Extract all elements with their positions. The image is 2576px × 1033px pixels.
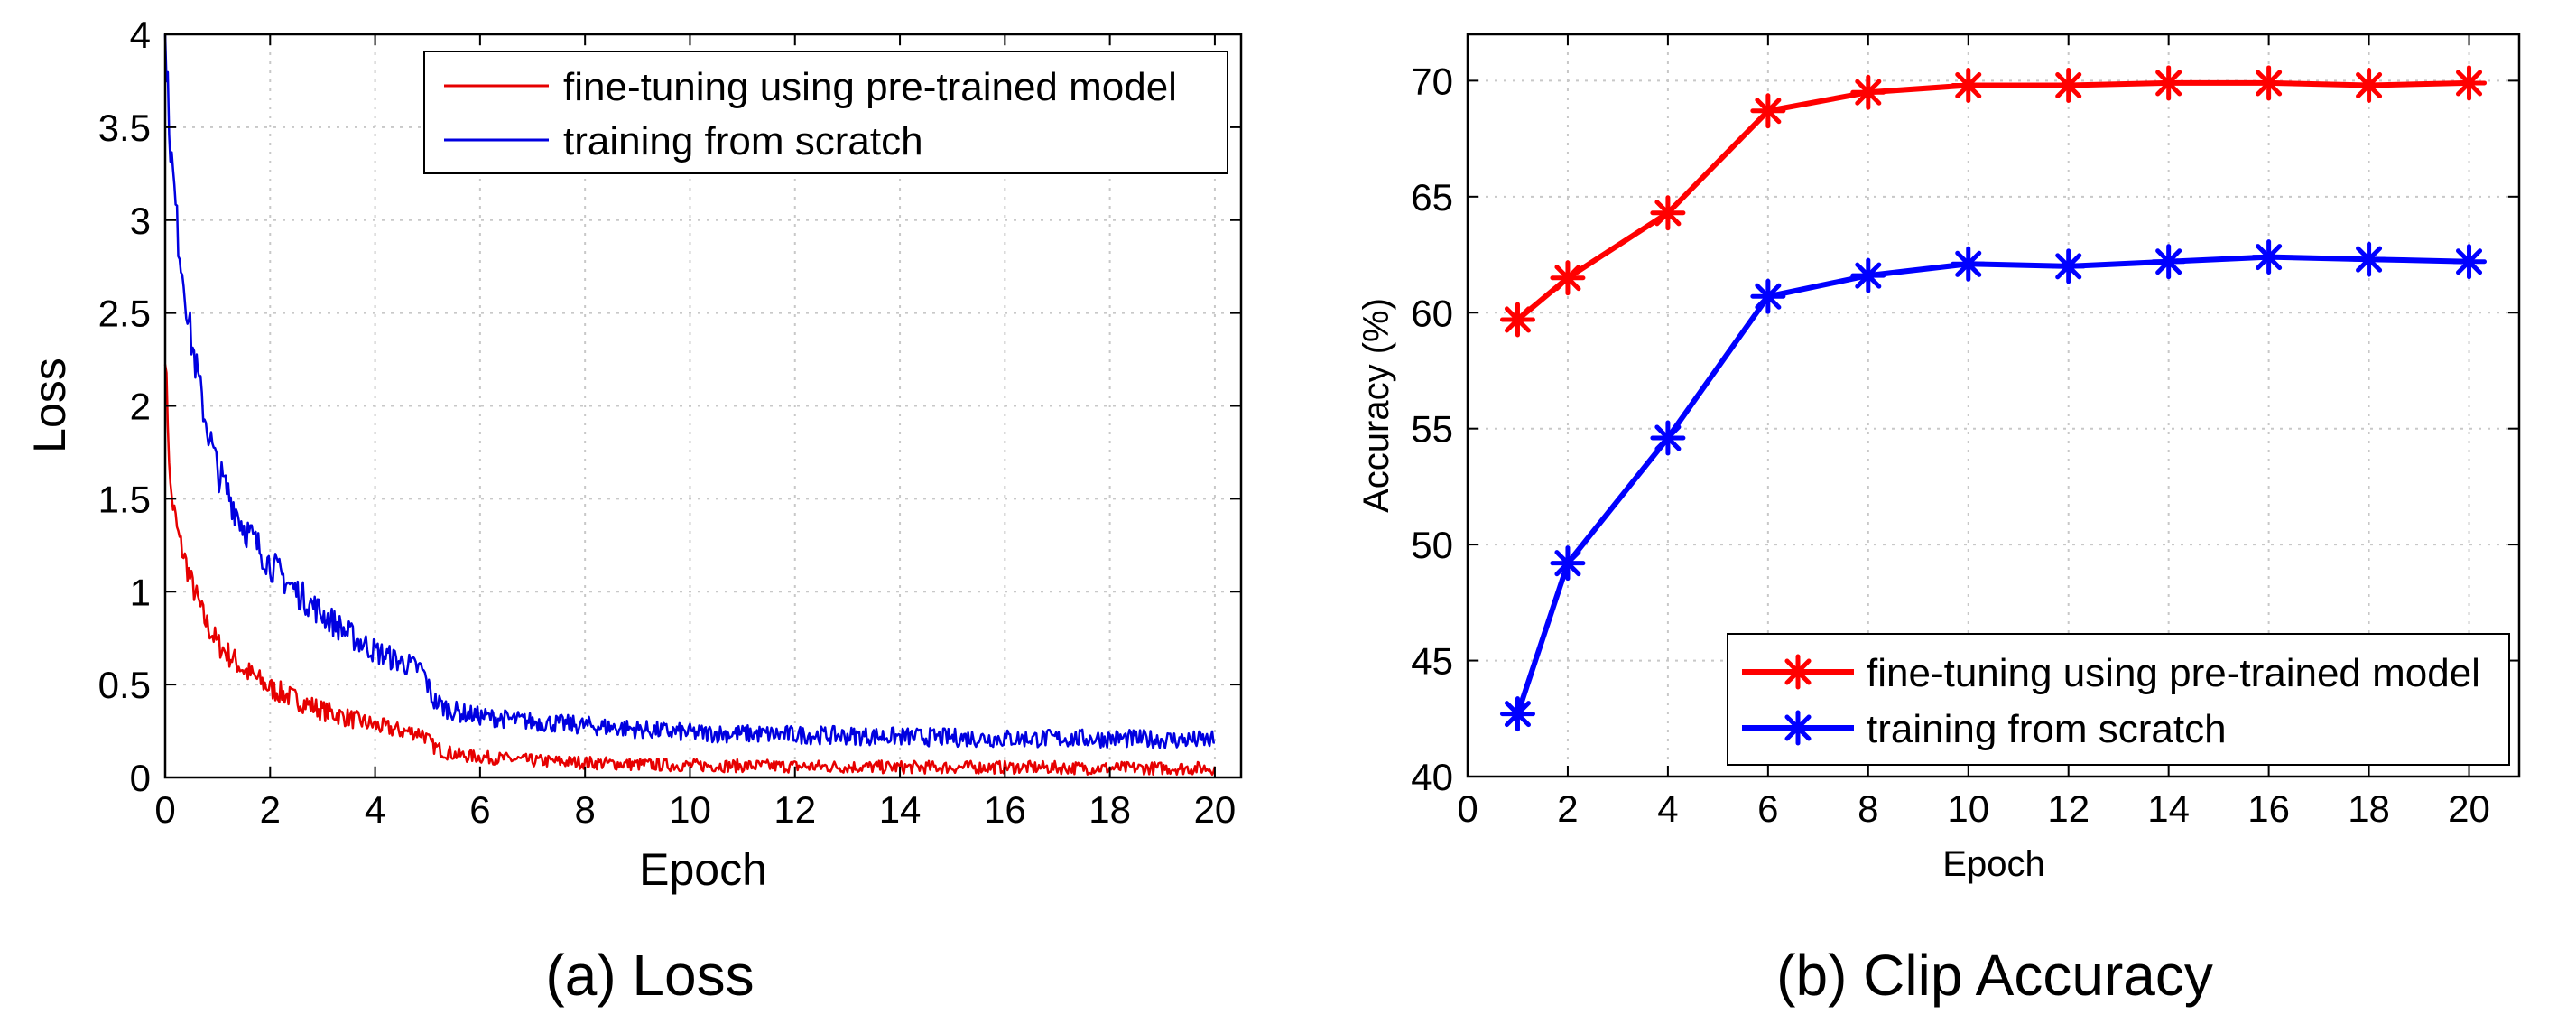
- loss-xtick-label-2: 2: [260, 788, 281, 831]
- loss-chart-caption: (a) Loss: [545, 943, 754, 1008]
- accuracy-xtick-label-20: 20: [2448, 787, 2490, 830]
- loss-xtick-label-10: 10: [669, 788, 711, 831]
- accuracy-xtick-label-16: 16: [2247, 787, 2290, 830]
- accuracy-finetune-point-epoch-16: [2251, 65, 2287, 101]
- accuracy-chart: 0 2 4 6 8 10 12 14 16 18 20 40 45 50 55 60 65 70 Accuracy…: [1357, 33, 2521, 1008]
- accuracy-xtick-label-2: 2: [1557, 787, 1578, 830]
- accuracy-scratch-point-epoch-12: [2051, 248, 2087, 284]
- loss-chart-x-label: Epoch: [639, 844, 767, 895]
- accuracy-legend-label-finetune: fine-tuning using pre-trained model: [1867, 651, 2480, 695]
- loss-ytick-label-2.5: 2.5: [98, 293, 151, 335]
- loss-ytick-label-3.5: 3.5: [98, 107, 151, 149]
- accuracy-xtick-label-10: 10: [1947, 787, 1989, 830]
- accuracy-finetune-point-epoch-2: [1550, 260, 1586, 296]
- accuracy-ytick-label-55: 55: [1411, 408, 1453, 451]
- accuracy-finetune-point-epoch-4: [1650, 195, 1686, 231]
- accuracy-legend-marker-finetune: [1780, 654, 1816, 690]
- loss-chart-grid: [165, 33, 1241, 777]
- accuracy-ytick-label-60: 60: [1411, 292, 1453, 334]
- loss-xtick-label-20: 20: [1194, 788, 1237, 831]
- accuracy-xtick-label-14: 14: [2147, 787, 2190, 830]
- accuracy-xtick-label-8: 8: [1858, 787, 1878, 830]
- accuracy-chart-y-label: Accuracy (%): [1357, 298, 1396, 513]
- loss-chart-legend-box: [423, 51, 1228, 174]
- loss-xtick-label-4: 4: [365, 788, 385, 831]
- accuracy-xtick-label-4: 4: [1657, 787, 1678, 830]
- accuracy-scratch-point-epoch-1: [1499, 696, 1535, 732]
- loss-chart-ticks: 0 2 4 6 8 10 12 14 16 18 20 0 0.5 1 1.5 2 2.5 3 3.5 4: [98, 14, 1241, 831]
- accuracy-scratch-point-epoch-16: [2251, 239, 2287, 275]
- accuracy-chart-frame: [1466, 33, 2521, 778]
- accuracy-scratch-point-epoch-18: [2351, 241, 2387, 277]
- loss-series-finetune-line: [163, 364, 1217, 777]
- accuracy-scratch-point-epoch-14: [2151, 244, 2187, 280]
- accuracy-chart-legend: fine-tuning using pre-trained model trai…: [1727, 633, 2510, 766]
- accuracy-legend-label-scratch: training from scratch: [1867, 707, 2227, 751]
- accuracy-legend-star-scratch: [1780, 710, 1816, 746]
- loss-ytick-label-3: 3: [130, 200, 151, 242]
- accuracy-finetune-point-epoch-20: [2451, 65, 2488, 101]
- accuracy-chart-series: [1499, 65, 2488, 732]
- accuracy-series-finetune-line: [1515, 79, 2469, 322]
- accuracy-finetune-point-epoch-1: [1499, 302, 1535, 338]
- loss-chart-y-label: Loss: [24, 358, 75, 453]
- loss-ytick-label-4: 4: [130, 14, 151, 56]
- accuracy-finetune-point-epoch-14: [2151, 65, 2187, 101]
- loss-xtick-label-8: 8: [574, 788, 595, 831]
- loss-xtick-label-18: 18: [1089, 788, 1131, 831]
- loss-ytick-label-1.5: 1.5: [98, 478, 151, 520]
- loss-legend-label-scratch: training from scratch: [563, 119, 923, 163]
- accuracy-legend-star-finetune: [1780, 654, 1816, 690]
- accuracy-scratch-point-epoch-6: [1750, 278, 1786, 314]
- accuracy-xtick-label-18: 18: [2348, 787, 2390, 830]
- loss-xtick-label-0: 0: [154, 788, 175, 831]
- loss-xtick-label-12: 12: [774, 788, 816, 831]
- accuracy-chart-x-label: Epoch: [1942, 844, 2044, 884]
- accuracy-finetune-point-epoch-8: [1850, 74, 1886, 110]
- loss-xtick-label-14: 14: [879, 788, 922, 831]
- accuracy-chart-caption: (b) Clip Accuracy: [1776, 943, 2213, 1008]
- accuracy-finetune-point-epoch-6: [1750, 93, 1786, 129]
- loss-xtick-label-16: 16: [984, 788, 1026, 831]
- accuracy-chart-ticks: 0 2 4 6 8 10 12 14 16 18 20 40 45 50 55 60 65 70: [1411, 34, 2519, 830]
- accuracy-scratch-point-epoch-20: [2451, 244, 2488, 280]
- accuracy-ytick-label-70: 70: [1411, 60, 1453, 102]
- loss-chart-legend: fine-tuning using pre-trained model trai…: [423, 51, 1228, 174]
- loss-ytick-label-2: 2: [130, 386, 151, 428]
- accuracy-ytick-label-65: 65: [1411, 176, 1453, 219]
- loss-ytick-label-0: 0: [130, 757, 151, 799]
- accuracy-ytick-label-45: 45: [1411, 640, 1453, 683]
- accuracy-scratch-point-epoch-10: [1951, 246, 1987, 282]
- accuracy-finetune-point-epoch-12: [2051, 68, 2087, 104]
- accuracy-xtick-label-12: 12: [2047, 787, 2090, 830]
- loss-legend-label-finetune: fine-tuning using pre-trained model: [563, 65, 1177, 109]
- accuracy-scratch-point-epoch-4: [1650, 420, 1686, 456]
- accuracy-ytick-label-40: 40: [1411, 756, 1453, 798]
- loss-ytick-label-1: 1: [130, 571, 151, 613]
- accuracy-finetune-point-epoch-18: [2351, 68, 2387, 104]
- loss-xtick-label-6: 6: [469, 788, 490, 831]
- accuracy-chart-legend-box: [1727, 633, 2510, 766]
- accuracy-legend-marker-scratch: [1780, 710, 1816, 746]
- accuracy-ytick-label-50: 50: [1411, 524, 1453, 566]
- accuracy-xtick-label-6: 6: [1757, 787, 1778, 830]
- accuracy-scratch-point-epoch-8: [1850, 257, 1886, 293]
- loss-series-scratch-line: [163, 33, 1215, 750]
- accuracy-scratch-point-epoch-2: [1550, 545, 1586, 582]
- loss-chart-series: [163, 33, 1217, 777]
- loss-ytick-label-0.5: 0.5: [98, 664, 151, 706]
- accuracy-finetune-point-epoch-10: [1951, 68, 1987, 104]
- accuracy-xtick-label-0: 0: [1457, 787, 1478, 830]
